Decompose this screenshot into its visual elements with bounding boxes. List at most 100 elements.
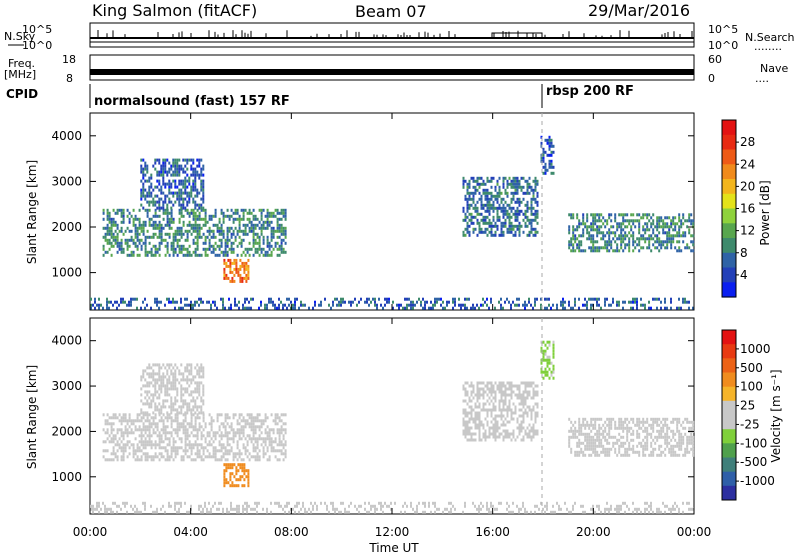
range-cell: [492, 384, 495, 388]
range-cell: [526, 206, 529, 210]
range-cell: [428, 306, 430, 310]
range-cell: [514, 230, 517, 234]
range-cell: [108, 247, 111, 251]
range-cell: [94, 507, 96, 511]
range-cell: [670, 234, 673, 238]
range-cell: [182, 419, 185, 423]
range-cell: [650, 444, 653, 448]
range-cell: [214, 458, 217, 462]
range-cell: [206, 455, 209, 459]
range-cell: [252, 428, 255, 432]
range-cell: [630, 426, 633, 430]
range-cell: [150, 375, 153, 379]
range-cell: [680, 234, 683, 238]
range-cell: [460, 303, 462, 307]
range-cell: [266, 250, 269, 254]
range-cell: [164, 303, 166, 307]
range-cell: [516, 426, 519, 430]
range-cell: [388, 300, 390, 304]
range-cell: [484, 203, 487, 207]
range-cell: [256, 458, 259, 462]
range-cell: [138, 413, 141, 417]
range-cell: [176, 422, 179, 426]
range-cell: [262, 419, 265, 423]
range-cell: [510, 182, 513, 186]
range-cell: [548, 358, 551, 362]
range-cell: [420, 303, 422, 307]
range-cell: [586, 444, 589, 448]
range-cell: [548, 144, 551, 148]
range-cell: [168, 235, 171, 239]
range-cell: [688, 228, 691, 232]
range-cell: [462, 303, 464, 307]
range-cell: [644, 222, 647, 226]
range-cell: [578, 429, 581, 433]
range-cell: [576, 225, 579, 229]
range-cell: [192, 179, 195, 183]
range-cell: [142, 384, 145, 388]
range-cell: [208, 241, 211, 245]
range-cell: [284, 250, 287, 254]
range-cell: [608, 417, 611, 421]
range-cell: [680, 432, 683, 436]
range-cell: [468, 206, 471, 210]
freq-gap: [407, 75, 408, 77]
range-cell: [486, 411, 489, 415]
range-cell: [132, 507, 134, 511]
colorbar-segment: [722, 164, 736, 180]
range-cell: [166, 381, 169, 385]
range-cell: [664, 441, 667, 445]
range-cell: [528, 423, 531, 427]
range-cell: [174, 247, 177, 251]
range-cell: [412, 303, 414, 307]
range-cell: [158, 387, 161, 391]
range-cell: [612, 300, 614, 304]
range-cell: [446, 303, 448, 307]
range-cell: [200, 206, 203, 210]
range-cell: [482, 402, 485, 406]
range-cell: [194, 375, 197, 379]
range-cell: [224, 428, 227, 432]
range-cell: [224, 253, 227, 257]
range-cell: [478, 387, 481, 391]
range-cell: [206, 507, 208, 511]
range-cell: [254, 431, 257, 435]
range-cell: [164, 399, 167, 403]
range-cell: [118, 247, 121, 251]
range-cell: [680, 219, 683, 223]
range-cell: [632, 213, 635, 217]
range-cell: [532, 206, 535, 210]
range-cell: [664, 216, 667, 220]
range-cell: [246, 306, 248, 310]
range-cell: [248, 413, 251, 417]
range-cell: [534, 402, 537, 406]
range-cell: [598, 435, 601, 439]
freq-gap: [377, 75, 378, 77]
range-cell: [666, 423, 669, 427]
range-cell: [464, 215, 467, 219]
range-cell: [218, 428, 221, 432]
range-cell: [239, 258, 242, 262]
range-cell: [224, 425, 227, 429]
range-cell: [238, 220, 241, 224]
range-cell: [156, 235, 159, 239]
range-cell: [226, 413, 229, 417]
range-cell: [172, 191, 175, 195]
range-cell: [258, 428, 261, 432]
range-cell: [248, 208, 251, 212]
range-cell: [604, 297, 606, 301]
range-cell: [160, 419, 163, 423]
range-cell: [174, 306, 176, 310]
range-cell: [486, 423, 489, 427]
range-cell: [142, 402, 145, 406]
range-cell: [594, 444, 597, 448]
range-cell: [572, 231, 575, 235]
range-cell: [528, 429, 531, 433]
range-cell: [474, 426, 477, 430]
range-cell: [530, 414, 533, 418]
range-cell: [492, 215, 495, 219]
range-cell: [262, 422, 265, 426]
range-cell: [206, 235, 209, 239]
range-cell: [548, 340, 551, 344]
range-cell: [200, 179, 203, 183]
